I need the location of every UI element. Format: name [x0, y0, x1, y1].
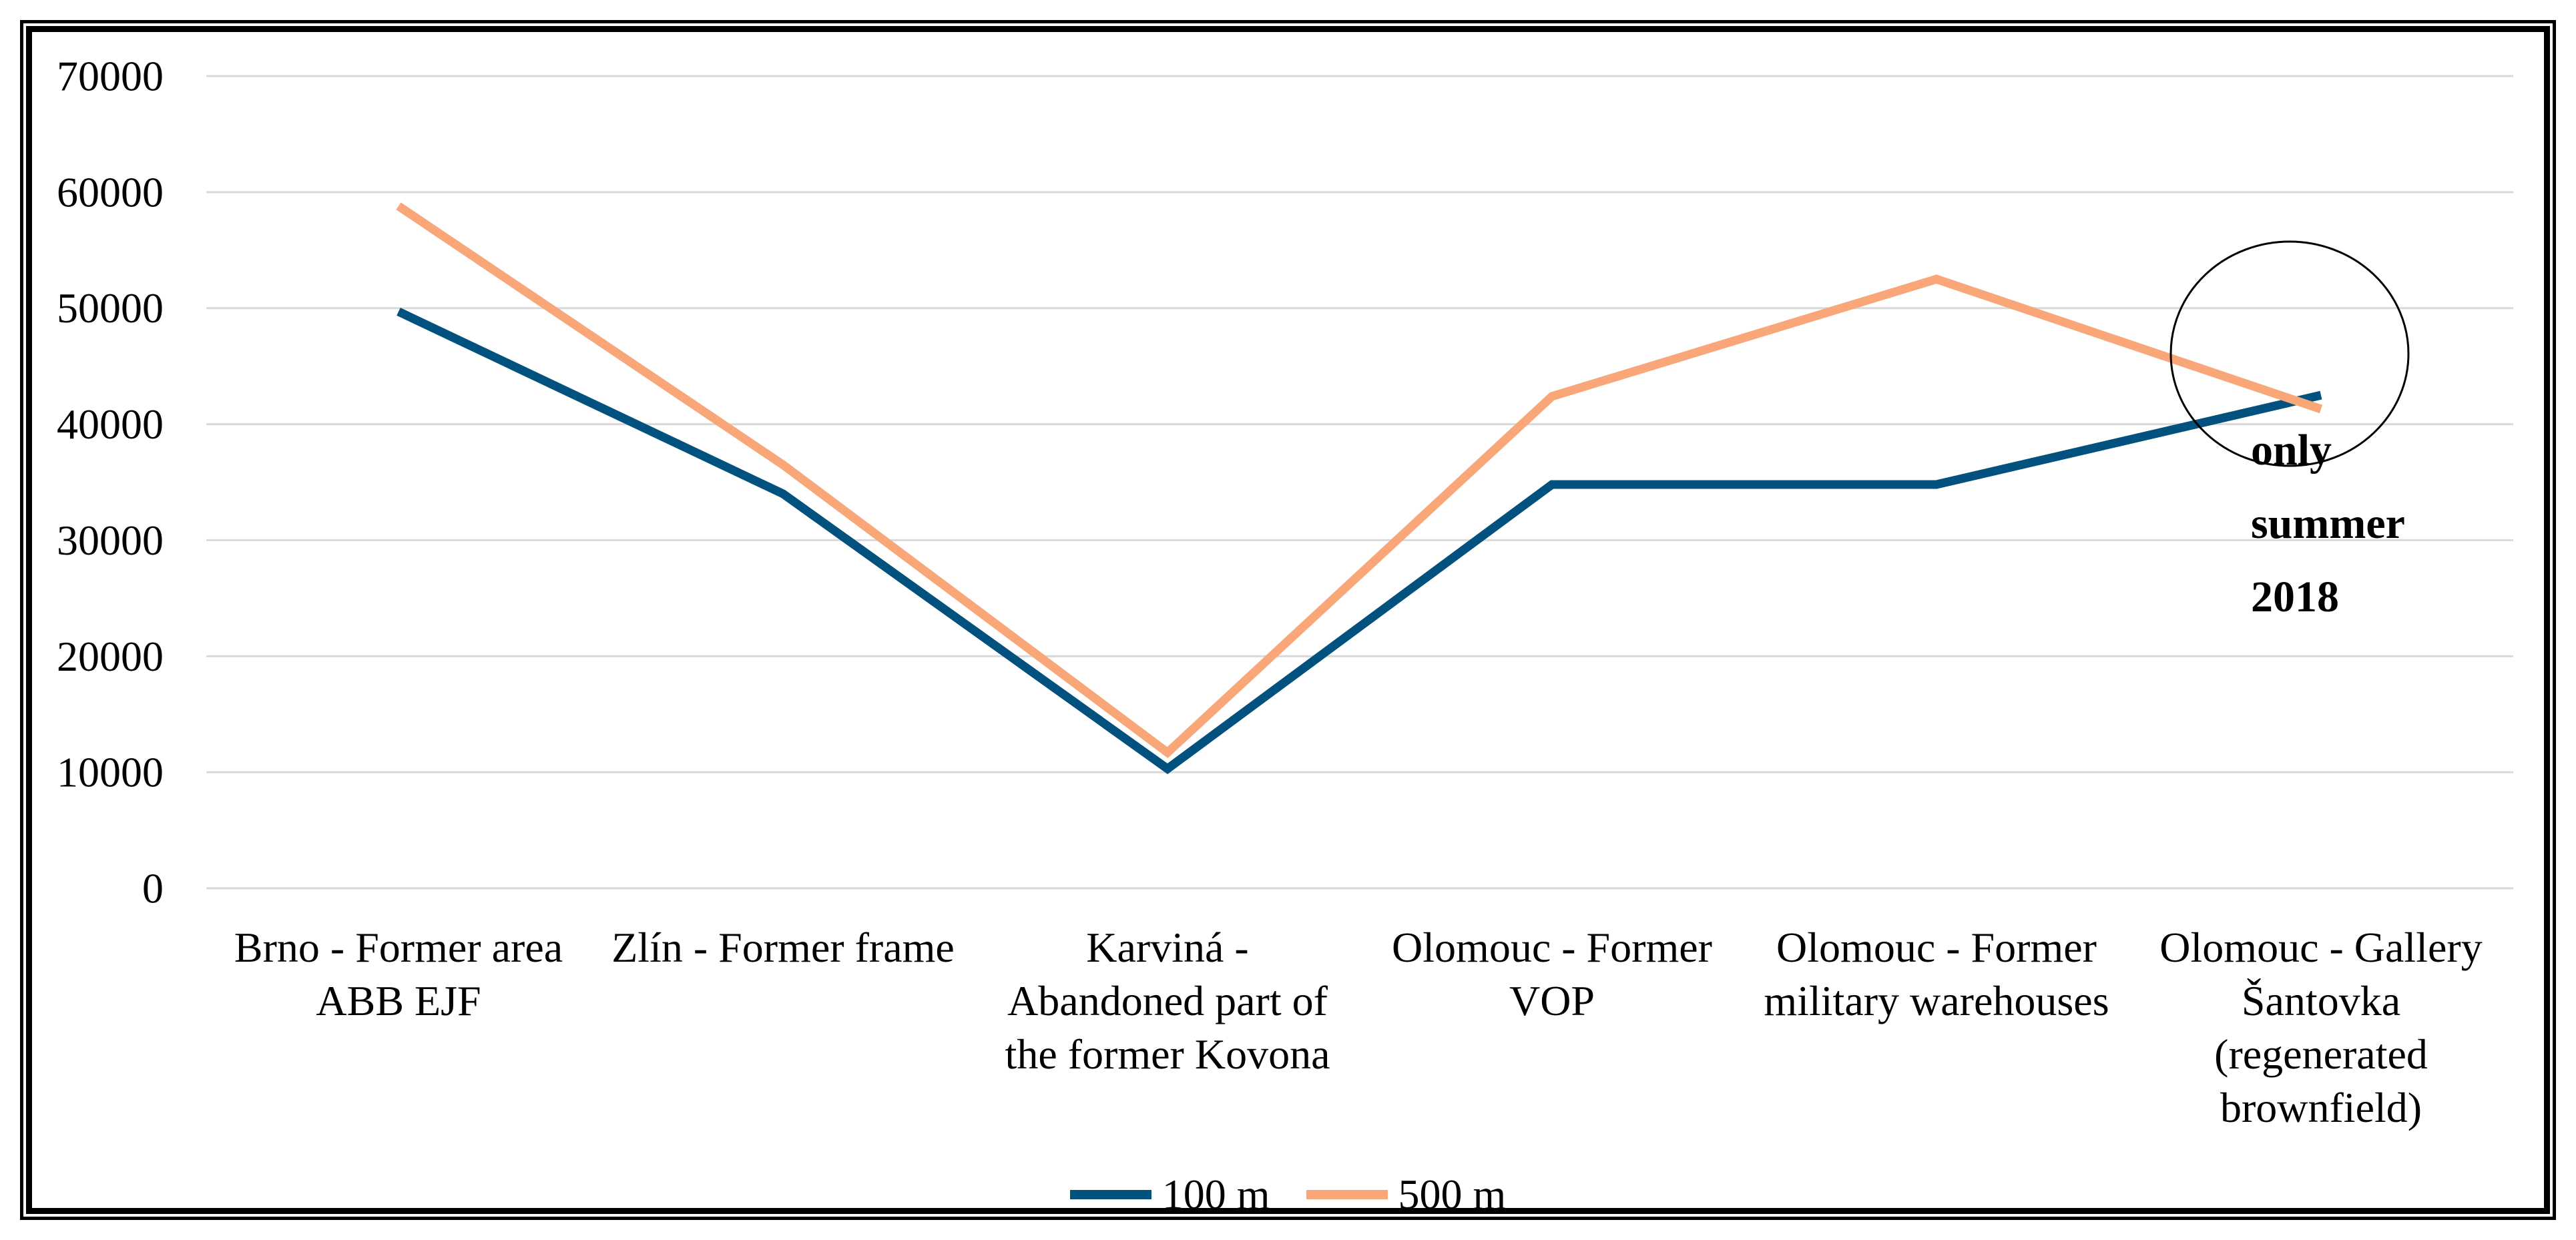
y-axis-tick-label: 50000 — [57, 284, 164, 332]
category-label: Karviná - Abandoned part of the former Kov… — [967, 921, 1368, 1081]
legend-line-swatch — [1306, 1190, 1388, 1199]
y-axis-tick-label: 20000 — [57, 633, 164, 680]
category-label-line: Šantovka — [2241, 977, 2401, 1024]
y-axis-tick-label: 70000 — [57, 53, 164, 100]
annotation-line: summer — [2251, 499, 2405, 548]
category-label: Olomouc - Former military warehouses — [1736, 921, 2137, 1028]
category-label: Zlín - Former frame — [583, 921, 983, 974]
category-label: Olomouc - Gallery Šantovka (regenerated bro… — [2121, 921, 2521, 1135]
y-axis-tick-label: 30000 — [57, 517, 164, 564]
category-label-line: Brno - Former area — [234, 924, 563, 971]
category-label-line: VOP — [1509, 977, 1595, 1024]
category-label-line: Olomouc - Former — [1392, 924, 1712, 971]
y-axis-tick-label: 60000 — [57, 168, 164, 216]
annotation-line: 2018 — [2251, 573, 2339, 621]
category-label-line: Karviná - — [1086, 924, 1249, 971]
y-axis-tick-label: 10000 — [57, 749, 164, 796]
series-line-100-m — [397, 308, 2322, 774]
category-label-line: Olomouc - Gallery — [2159, 924, 2483, 971]
category-label-line: (regenerated — [2214, 1030, 2428, 1078]
annotation-text: only summer 2018 — [2251, 414, 2405, 634]
y-axis-tick-label: 40000 — [57, 400, 164, 448]
category-label: Brno - Former area ABB EJF — [198, 921, 599, 1028]
category-label-line: Zlín - Former frame — [611, 924, 955, 971]
category-label-line: military warehouses — [1764, 977, 2109, 1024]
annotation-line: only — [2251, 426, 2332, 475]
category-label-line: Olomouc - Former — [1776, 924, 2097, 971]
y-axis-tick-label: 0 — [142, 865, 164, 912]
category-label-line: Abandoned part of — [1007, 977, 1328, 1024]
category-label-line: brownfield) — [2220, 1084, 2422, 1131]
figure-inner-border — [26, 26, 2550, 1214]
legend-line-swatch — [1069, 1190, 1151, 1199]
highlight-circle — [2169, 240, 2410, 467]
figure-outer-border — [20, 20, 2556, 1220]
category-label-line: ABB EJF — [316, 977, 481, 1024]
series-line-500-m — [396, 202, 2323, 759]
category-label-line: the former Kovona — [1005, 1030, 1330, 1078]
category-label: Olomouc - Former VOP — [1352, 921, 1752, 1028]
